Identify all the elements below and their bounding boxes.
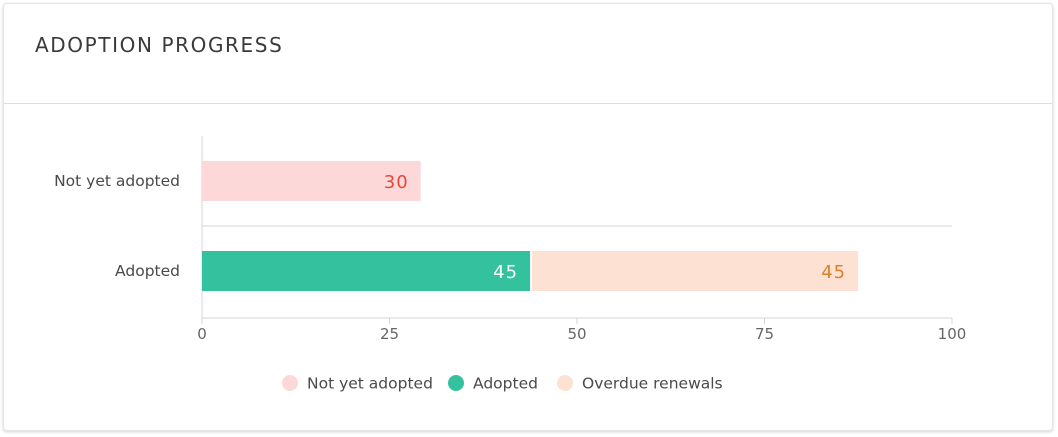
card-header: ADOPTION PROGRESS — [4, 4, 1052, 104]
bar-not-yet-adopted — [202, 161, 421, 201]
bar-overdue-renewals — [532, 251, 859, 291]
legend-label: Adopted — [473, 375, 538, 393]
category-label: Adopted — [115, 262, 180, 280]
legend-swatch — [448, 375, 464, 391]
legend-swatch — [282, 375, 298, 391]
legend-label: Not yet adopted — [307, 375, 433, 393]
legend-label: Overdue renewals — [582, 375, 723, 393]
bar-value-label: 45 — [493, 262, 518, 283]
x-tick-label: 50 — [567, 325, 586, 343]
x-tick-label: 0 — [197, 325, 207, 343]
legend-swatch — [557, 375, 573, 391]
card-title: ADOPTION PROGRESS — [35, 33, 284, 58]
adoption-progress-card: ADOPTION PROGRESS — [3, 3, 1053, 431]
x-tick-label: 75 — [755, 325, 774, 343]
category-label: Not yet adopted — [54, 172, 180, 190]
bar-adopted — [202, 251, 531, 291]
bar-value-label: 45 — [821, 262, 846, 283]
x-tick-label: 100 — [938, 325, 967, 343]
bar-value-label: 30 — [384, 172, 409, 193]
x-tick-label: 25 — [380, 325, 399, 343]
